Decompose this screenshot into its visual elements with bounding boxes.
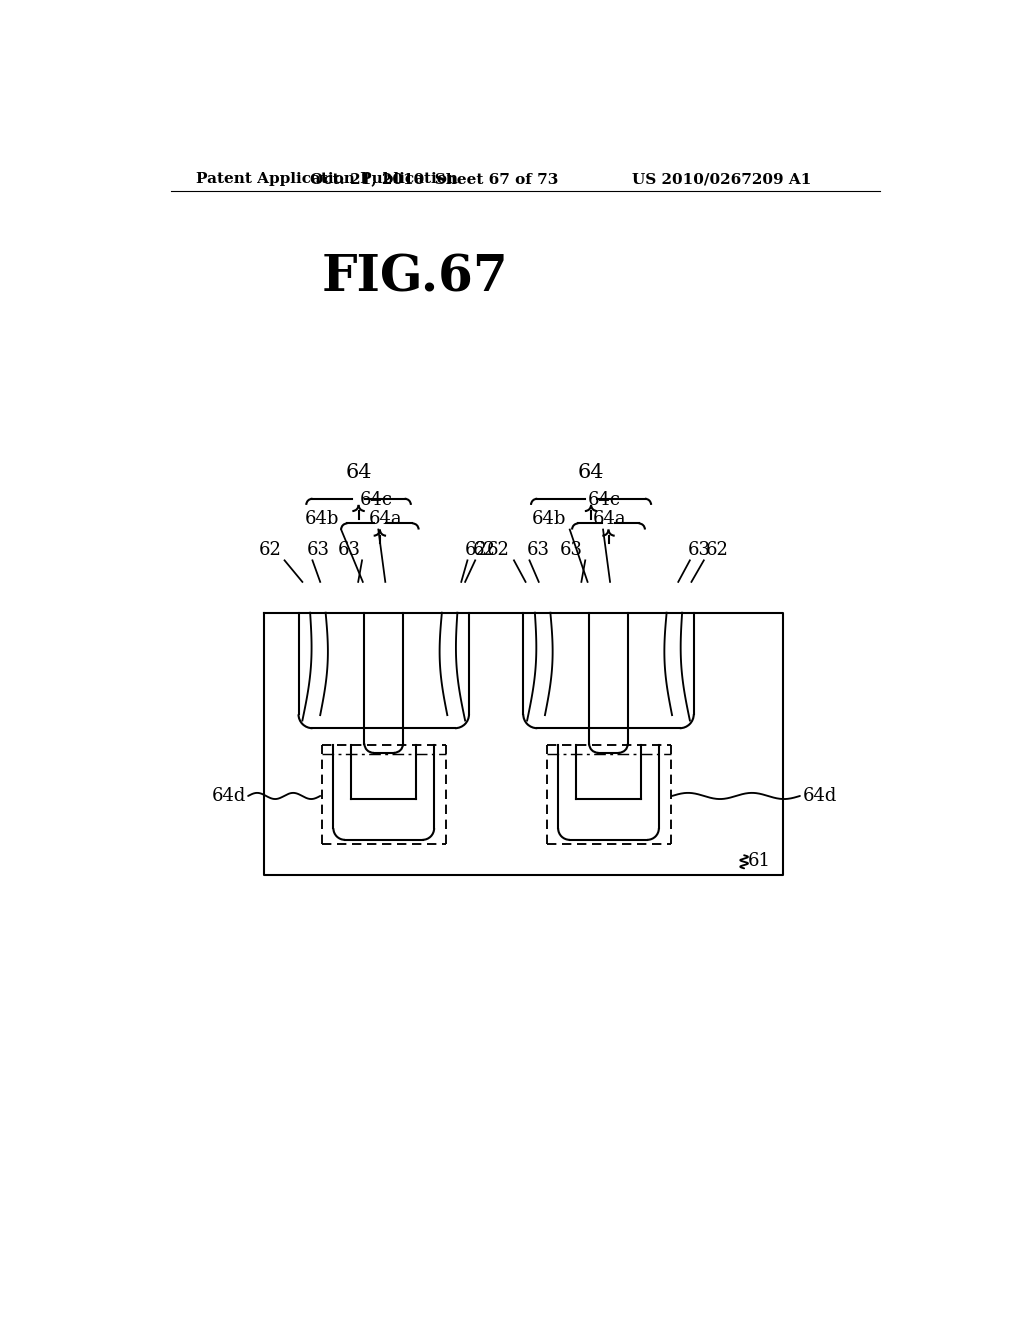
Text: 63: 63	[527, 541, 550, 558]
Text: 64c: 64c	[359, 491, 392, 508]
Text: 61: 61	[748, 851, 771, 870]
Text: 64b: 64b	[305, 510, 340, 528]
Text: 63: 63	[687, 541, 711, 558]
Text: 62: 62	[473, 541, 496, 558]
Text: 64a: 64a	[593, 510, 627, 528]
Text: 64d: 64d	[211, 787, 246, 805]
Text: 62: 62	[706, 541, 728, 558]
Text: Oct. 21, 2010  Sheet 67 of 73: Oct. 21, 2010 Sheet 67 of 73	[310, 172, 558, 186]
Text: 64a: 64a	[369, 510, 401, 528]
Text: 63: 63	[560, 541, 583, 558]
Text: 63: 63	[306, 541, 330, 558]
Text: 64: 64	[578, 463, 604, 482]
Text: 62: 62	[486, 541, 509, 558]
Text: 62: 62	[465, 541, 488, 558]
Text: 63: 63	[338, 541, 360, 558]
Text: 64d: 64d	[802, 787, 837, 805]
Text: US 2010/0267209 A1: US 2010/0267209 A1	[632, 172, 811, 186]
Text: 64: 64	[345, 463, 372, 482]
Text: FIG.67: FIG.67	[322, 253, 508, 302]
Text: 62: 62	[259, 541, 282, 558]
Text: 64c: 64c	[588, 491, 622, 508]
Text: Patent Application Publication: Patent Application Publication	[197, 172, 458, 186]
Text: 64b: 64b	[531, 510, 566, 528]
